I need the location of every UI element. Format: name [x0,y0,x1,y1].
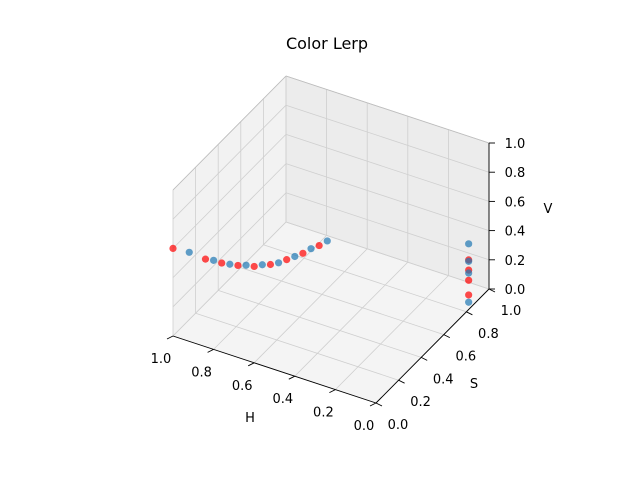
y-tick-label: 1.0 [501,304,522,319]
blue-series-point [465,257,473,265]
y-tick-mark [398,379,405,384]
grid-line [294,261,409,377]
red-series-point [315,241,323,250]
x-tick-label: 1.0 [151,352,172,367]
y-tick-mark [420,356,428,361]
y-tick-mark [488,288,496,293]
z-tick-label: 0.2 [505,254,526,269]
blue-series-point [242,261,250,269]
blue-series-point [307,245,315,253]
blue-series-point [465,240,473,248]
y-tick-label: 0.2 [410,395,431,410]
x-tick-label: 0.2 [313,406,334,421]
y-tick-label: 0.4 [433,372,454,387]
x-axis-line [172,335,377,404]
grid-line [240,267,444,335]
x-tick-mark [247,362,255,367]
z-tick-label: 0.6 [505,195,526,210]
x-tick-mark [207,348,214,353]
red-series-point [465,276,473,284]
red-series-point [234,261,242,270]
blue-series-point [185,248,193,256]
blue-series-point [274,259,283,267]
y-tick-label: 0.8 [478,327,499,342]
y-tick-label: 0.6 [455,350,476,365]
x-tick-mark [288,375,296,380]
grid-line [335,275,449,390]
grid-line [172,163,287,278]
blue-series-point [465,269,473,277]
grid-line [285,134,490,202]
grid-line [285,192,490,261]
red-series-point [283,256,291,264]
x-tick-label: 0.6 [232,379,253,394]
red-series-point [266,260,275,269]
z-tick-label: 0.0 [505,283,526,298]
blue-series-point [258,261,266,269]
grid-line [253,248,368,364]
x-axis-label: H [245,411,255,426]
y-tick-mark [466,311,473,316]
grid-line [172,221,287,337]
axis-lines [166,142,496,407]
blue-series-point [226,260,234,268]
grid-line [172,192,287,308]
z-tick-label: 0.8 [505,166,526,181]
red-series-point [465,291,473,299]
grid-line [195,312,399,381]
grid-line [285,104,490,173]
blue-series-point [465,298,473,306]
axis-panes [173,76,489,403]
pane-edge [285,75,490,144]
x-tick-mark [166,335,174,340]
y-axis-label: S [470,377,478,392]
z-tick-label: 0.4 [505,225,526,240]
chart-title: Color Lerp [286,34,368,53]
red-series-point [218,259,226,267]
grid-line [172,134,287,249]
blue-series-point [323,237,331,245]
blue-series-point [291,252,299,261]
y-axis-line [375,288,490,404]
pane-s-back [286,76,489,289]
z-axis-label: V [544,202,553,217]
red-series-point [169,244,177,252]
y-tick-label: 0.0 [388,418,409,433]
y-tick-mark [375,402,383,407]
grid-line [213,235,327,350]
y-tick-mark [443,334,451,339]
x-tick-label: 0.8 [191,365,212,380]
data-points [169,237,473,306]
grid-line [172,104,287,220]
grid-line [218,290,422,358]
pane-h-back [173,76,286,336]
blue-series-point [210,256,218,264]
x-tick-label: 0.0 [354,419,375,434]
x-tick-mark [369,402,377,407]
red-series-point [201,255,210,263]
red-series-point [250,262,258,271]
red-series-point [299,249,307,257]
tick-labels: 0.00.20.40.60.81.00.00.20.40.60.81.00.00… [151,137,526,434]
grid-line [285,163,490,231]
x-tick-label: 0.4 [272,392,293,407]
grid-line [285,221,490,290]
x-tick-mark [329,389,336,394]
pane-edge [172,75,287,191]
z-tick-label: 1.0 [505,137,526,152]
